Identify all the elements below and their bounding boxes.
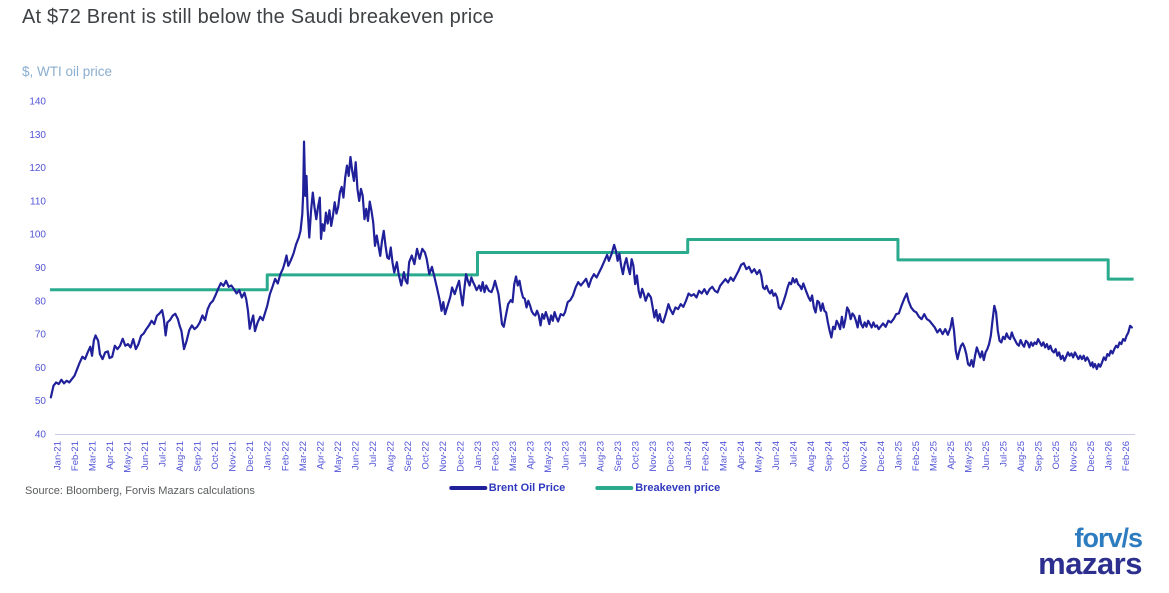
brent-line-swatch — [448, 486, 487, 490]
breakeven-line-swatch — [595, 486, 634, 490]
svg-text:Dec-23: Dec-23 — [666, 441, 677, 472]
svg-text:Feb-21: Feb-21 — [70, 441, 81, 471]
svg-text:Apr-25: Apr-25 — [946, 441, 957, 470]
svg-text:Jan-23: Jan-23 — [473, 441, 484, 470]
source-note: Source: Bloomberg, Forvis Mazars calcula… — [25, 485, 255, 497]
legend-label-breakeven: Breakeven price — [635, 482, 721, 494]
svg-text:Sep-23: Sep-23 — [613, 441, 624, 472]
svg-text:Jan-26: Jan-26 — [1104, 441, 1115, 470]
svg-text:Sep-25: Sep-25 — [1034, 441, 1045, 472]
svg-text:80: 80 — [35, 296, 47, 307]
legend-item-brent: Brent Oil Price — [448, 482, 566, 494]
svg-text:Nov-22: Nov-22 — [438, 441, 449, 472]
svg-text:Aug-25: Aug-25 — [1016, 441, 1027, 472]
svg-text:Jun-21: Jun-21 — [140, 441, 151, 470]
svg-text:Aug-22: Aug-22 — [385, 441, 396, 472]
svg-text:Dec-21: Dec-21 — [245, 441, 256, 472]
svg-text:Nov-23: Nov-23 — [648, 441, 659, 472]
svg-text:Sep-22: Sep-22 — [403, 441, 414, 472]
svg-text:Aug-23: Aug-23 — [596, 441, 607, 472]
svg-text:Oct-24: Oct-24 — [841, 441, 852, 470]
svg-text:Apr-21: Apr-21 — [105, 441, 116, 470]
svg-text:May-21: May-21 — [123, 441, 134, 473]
svg-text:Nov-24: Nov-24 — [858, 441, 869, 472]
svg-text:Aug-21: Aug-21 — [175, 441, 186, 472]
svg-text:Mar-24: Mar-24 — [718, 441, 729, 471]
chart-title: At $72 Brent is still below the Saudi br… — [22, 6, 494, 28]
svg-text:Jan-22: Jan-22 — [263, 441, 274, 470]
svg-text:May-24: May-24 — [753, 441, 764, 473]
svg-text:Jul-25: Jul-25 — [999, 441, 1010, 467]
svg-text:Jun-23: Jun-23 — [561, 441, 572, 470]
svg-text:Jul-22: Jul-22 — [368, 441, 379, 467]
svg-text:Mar-25: Mar-25 — [929, 441, 940, 471]
svg-text:Dec-24: Dec-24 — [876, 441, 887, 472]
svg-text:Sep-21: Sep-21 — [193, 441, 204, 472]
legend-item-breakeven: Breakeven price — [595, 482, 720, 494]
svg-text:Jan-24: Jan-24 — [683, 441, 694, 470]
svg-text:Mar-23: Mar-23 — [508, 441, 519, 471]
svg-text:May-25: May-25 — [964, 441, 975, 473]
svg-text:90: 90 — [35, 263, 47, 274]
logo-mazars-text: mazars — [1038, 546, 1142, 581]
svg-text:Jul-21: Jul-21 — [158, 441, 169, 467]
svg-text:Jun-24: Jun-24 — [771, 441, 782, 470]
svg-text:Jun-25: Jun-25 — [981, 441, 992, 470]
svg-text:Apr-24: Apr-24 — [736, 441, 747, 470]
svg-text:120: 120 — [29, 163, 46, 174]
svg-text:Feb-25: Feb-25 — [911, 441, 922, 471]
svg-text:50: 50 — [35, 396, 47, 407]
svg-text:140: 140 — [29, 97, 46, 108]
svg-text:60: 60 — [35, 363, 47, 374]
svg-text:Jun-22: Jun-22 — [350, 441, 361, 470]
svg-text:Oct-21: Oct-21 — [210, 441, 221, 470]
svg-text:Sep-24: Sep-24 — [823, 441, 834, 472]
svg-text:Jul-24: Jul-24 — [788, 441, 799, 467]
svg-text:Feb-24: Feb-24 — [701, 441, 712, 471]
svg-text:130: 130 — [29, 130, 46, 141]
svg-text:Apr-22: Apr-22 — [315, 441, 326, 470]
svg-text:110: 110 — [30, 196, 46, 207]
svg-text:Oct-25: Oct-25 — [1051, 441, 1062, 470]
svg-text:Dec-25: Dec-25 — [1086, 441, 1097, 472]
svg-text:Oct-23: Oct-23 — [631, 441, 642, 470]
svg-text:Jul-23: Jul-23 — [578, 441, 589, 467]
svg-text:Mar-21: Mar-21 — [88, 441, 99, 471]
svg-text:Jan-25: Jan-25 — [893, 441, 904, 470]
svg-text:100: 100 — [29, 230, 46, 241]
legend-label-brent: Brent Oil Price — [488, 482, 566, 494]
svg-text:Nov-25: Nov-25 — [1069, 441, 1080, 472]
svg-text:70: 70 — [35, 330, 47, 341]
svg-text:May-22: May-22 — [333, 441, 344, 473]
svg-text:Feb-26: Feb-26 — [1121, 441, 1132, 471]
svg-text:40: 40 — [35, 430, 47, 441]
svg-text:Apr-23: Apr-23 — [526, 441, 537, 470]
logo-forvis-text: forv/s — [1074, 523, 1143, 553]
svg-text:Aug-24: Aug-24 — [806, 441, 817, 472]
y-axis-unit-label: $, WTI oil price — [22, 64, 113, 79]
svg-text:Oct-22: Oct-22 — [420, 441, 431, 470]
svg-text:May-23: May-23 — [543, 441, 554, 473]
svg-text:Dec-22: Dec-22 — [455, 441, 466, 472]
svg-text:Feb-23: Feb-23 — [491, 441, 502, 471]
forvis-mazars-logo: forv/s mazars — [1038, 523, 1143, 581]
svg-text:Feb-22: Feb-22 — [280, 441, 291, 471]
svg-text:Nov-21: Nov-21 — [228, 441, 239, 472]
chart-legend: Brent Oil Price Breakeven price — [448, 482, 720, 494]
svg-text:Jan-21: Jan-21 — [53, 441, 64, 470]
svg-text:Mar-22: Mar-22 — [298, 441, 309, 471]
